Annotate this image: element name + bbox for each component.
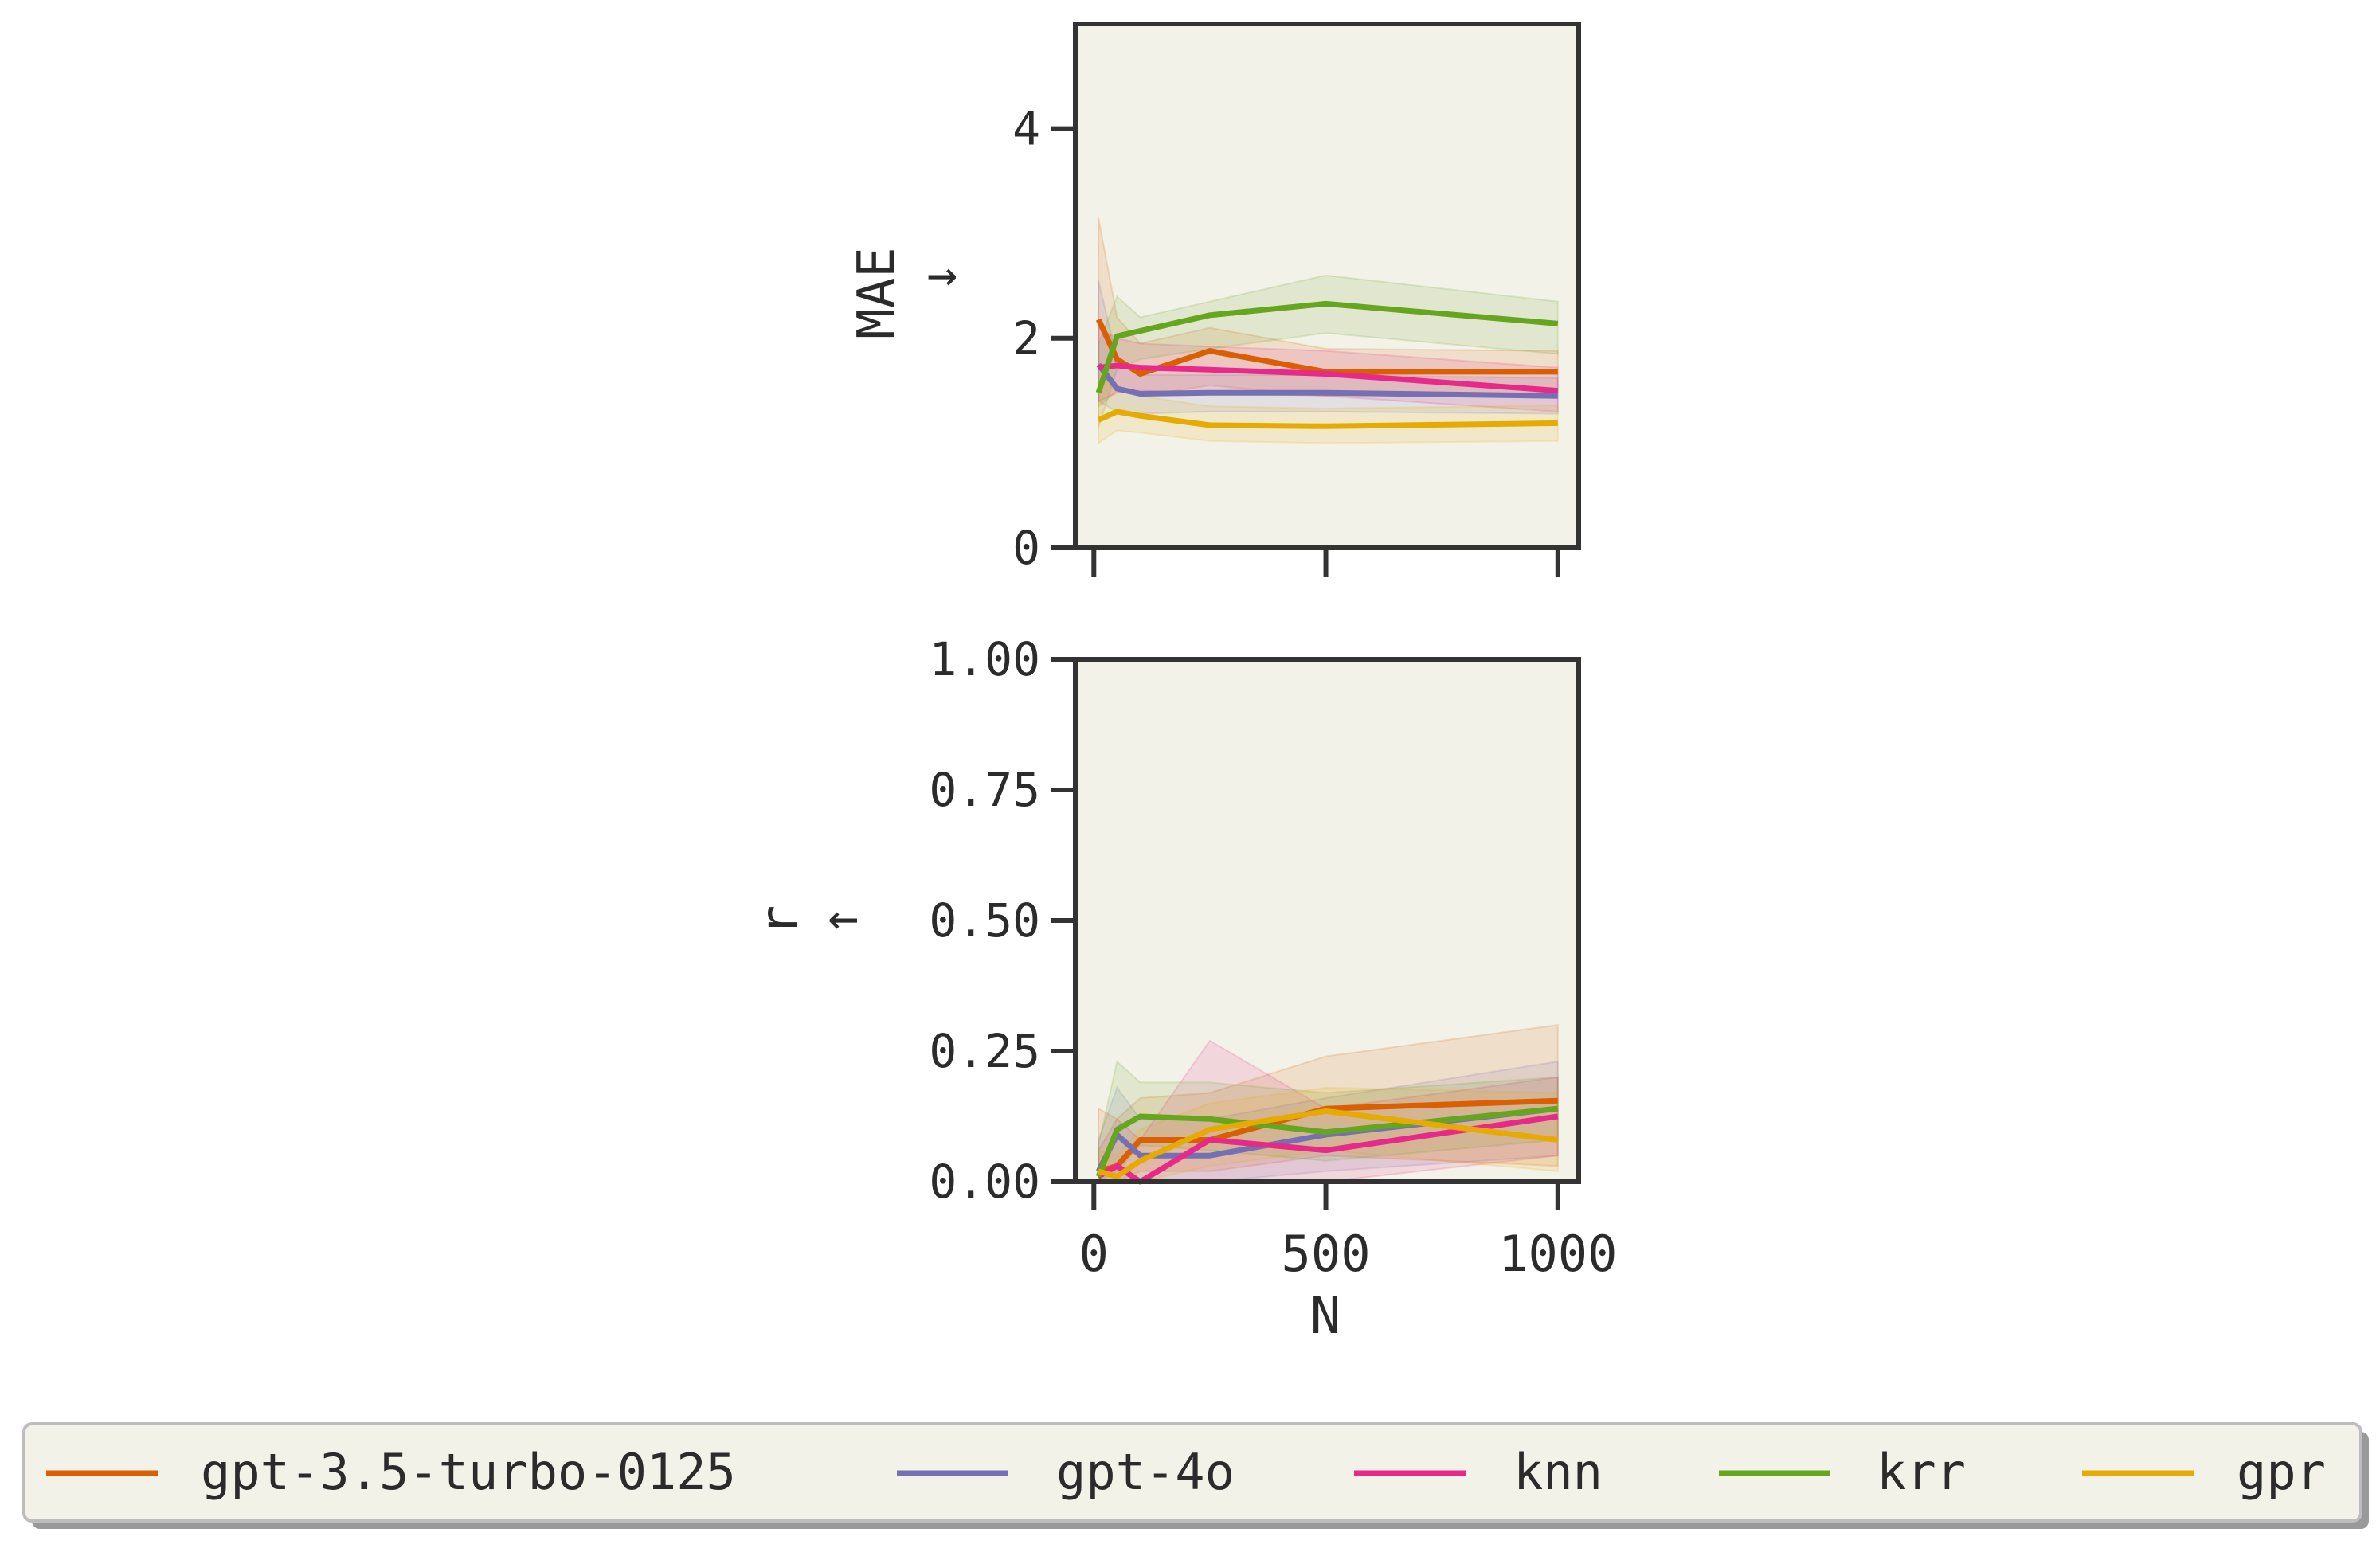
x-axis-label: N — [1310, 1287, 1341, 1346]
series-line-krr — [1095, 300, 1559, 394]
x-tick-label: 1000 — [1498, 1225, 1617, 1283]
y-axis-label: MAE — [847, 247, 906, 339]
legend-label-knn: knn — [1513, 1443, 1603, 1501]
legend-label-krr: krr — [1877, 1443, 1966, 1501]
series-line-gpr — [1097, 408, 1558, 429]
plot-area — [1075, 659, 1579, 1182]
series-line-knn — [1097, 1113, 1559, 1185]
series-line-krr — [1095, 1105, 1559, 1178]
y-axis-label: r — [750, 905, 809, 936]
y-tick-label: 0.00 — [929, 1155, 1040, 1209]
series-line-gpt-4o — [1096, 362, 1558, 399]
legend-label-gpt-3.5-turbo-0125: gpt-3.5-turbo-0125 — [201, 1443, 736, 1501]
legend-label-gpr: gpr — [2237, 1443, 2326, 1501]
plot-area — [1075, 24, 1579, 548]
legend-box — [22, 1422, 2362, 1523]
x-tick-label: 500 — [1282, 1225, 1371, 1283]
y-tick-label: 4 — [1012, 102, 1040, 156]
series-line-gpr — [1098, 1108, 1559, 1179]
y-tick-label: 0.50 — [929, 893, 1040, 948]
y-tick-label: 2 — [1012, 311, 1040, 366]
correlation-panel: 0.00 0.25 0.50 0.75 1.00 0 500 1000 r ↑ N — [750, 632, 1617, 1346]
legend: gpt-3.5-turbo-0125 gpt-4o knn krr gpr — [22, 1422, 2369, 1529]
y-axis-arrow: ↓ — [910, 262, 969, 293]
y-tick-label: 0 — [1012, 521, 1040, 575]
mae-panel: 0 2 4 MAE ↓ — [847, 22, 1581, 577]
y-tick-label: 1.00 — [929, 632, 1040, 686]
y-tick-label: 0.25 — [929, 1024, 1040, 1078]
y-axis-arrow: ↑ — [811, 905, 870, 936]
series-line-knn — [1098, 362, 1559, 394]
legend-label-gpt-4o: gpt-4o — [1056, 1443, 1235, 1501]
x-tick-label: 0 — [1079, 1225, 1109, 1283]
y-tick-label: 0.75 — [929, 763, 1040, 817]
